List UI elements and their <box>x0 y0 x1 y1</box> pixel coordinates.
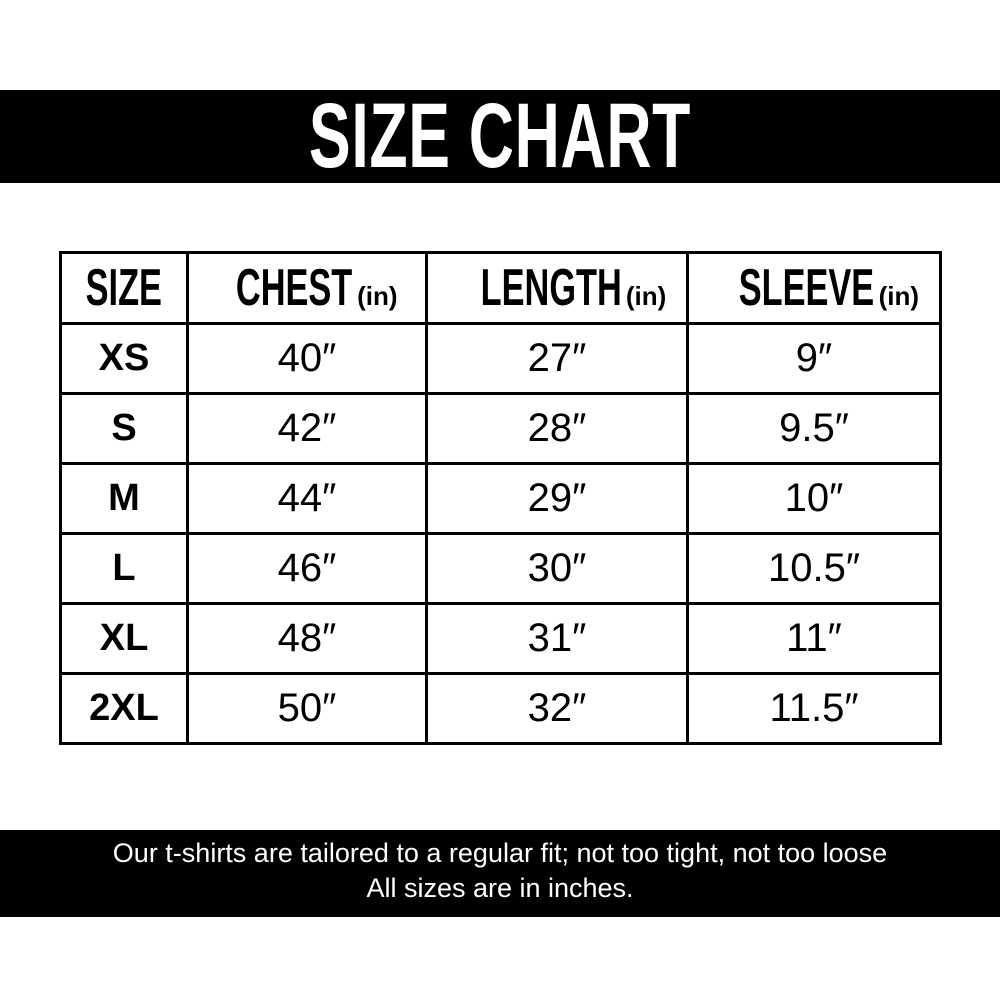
cell-sleeve: 11″ <box>686 602 942 675</box>
table-row: S 42″ 28″ 9.5″ <box>59 392 942 465</box>
cell-length: 28″ <box>425 392 689 465</box>
header-sleeve: SLEEVE (in) <box>686 251 942 325</box>
header-length: LENGTH (in) <box>425 251 689 325</box>
page-title: SIZE CHART <box>308 85 692 187</box>
table-row: M 44″ 29″ 10″ <box>59 462 942 535</box>
cell-length: 31″ <box>425 602 689 675</box>
cell-size: L <box>59 532 189 605</box>
cell-sleeve: 10.5″ <box>686 532 942 605</box>
cell-chest: 48″ <box>186 602 428 675</box>
cell-length: 29″ <box>425 462 689 535</box>
units-note: All sizes are in inches. <box>366 873 634 903</box>
cell-size: XL <box>59 602 189 675</box>
cell-size: S <box>59 392 189 465</box>
cell-size: 2XL <box>59 672 189 745</box>
cell-length: 32″ <box>425 672 689 745</box>
size-table: SIZE CHEST (in) LENGTH (in) SLEEVE (in) … <box>59 251 942 745</box>
cell-length: 27″ <box>425 322 689 395</box>
table-row: L 46″ 30″ 10.5″ <box>59 532 942 605</box>
cell-chest: 50″ <box>186 672 428 745</box>
header-size: SIZE <box>59 251 189 325</box>
table-row: 2XL 50″ 32″ 11.5″ <box>59 672 942 745</box>
cell-chest: 42″ <box>186 392 428 465</box>
footer-bar: Our t-shirts are tailored to a regular f… <box>0 830 1000 917</box>
cell-sleeve: 9.5″ <box>686 392 942 465</box>
table-header-row: SIZE CHEST (in) LENGTH (in) SLEEVE (in) <box>59 251 942 325</box>
cell-chest: 46″ <box>186 532 428 605</box>
cell-sleeve: 11.5″ <box>686 672 942 745</box>
cell-sleeve: 9″ <box>686 322 942 395</box>
table-row: XS 40″ 27″ 9″ <box>59 322 942 395</box>
cell-size: XS <box>59 322 189 395</box>
cell-size: M <box>59 462 189 535</box>
title-bar: SIZE CHART <box>0 85 1000 187</box>
cell-length: 30″ <box>425 532 689 605</box>
cell-chest: 44″ <box>186 462 428 535</box>
table-row: XL 48″ 31″ 11″ <box>59 602 942 675</box>
fit-note: Our t-shirts are tailored to a regular f… <box>112 838 888 868</box>
cell-chest: 40″ <box>186 322 428 395</box>
header-chest: CHEST (in) <box>186 251 428 325</box>
cell-sleeve: 10″ <box>686 462 942 535</box>
